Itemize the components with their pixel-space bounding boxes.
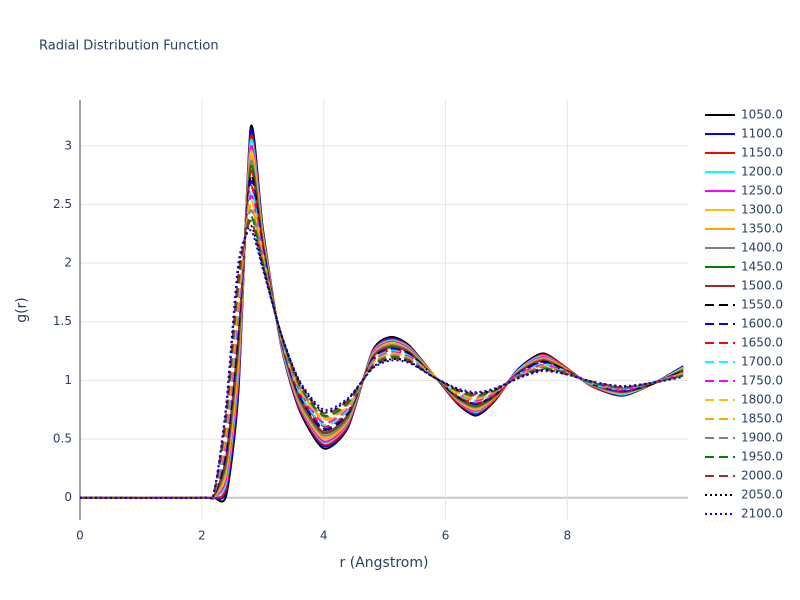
legend-label: 1550.0 [741,298,783,312]
series-line [80,209,684,500]
x-tick-label: 2 [198,529,206,543]
series-line [80,154,684,500]
series-line [80,195,684,500]
grid: 0 0.5 1 1.5 2 2.5 3 0 2 4 6 8 [53,100,688,543]
series-line [80,129,684,500]
legend-label: 1650.0 [741,336,783,350]
legend: 1050.0 1100.0 1150.0 1200.0 1250.0 1300.0 1350… [705,108,783,521]
x-tick-label: 6 [442,529,450,543]
y-tick-label: 1 [64,373,72,387]
legend-label: 1600.0 [741,317,783,331]
legend-label: 1950.0 [741,450,783,464]
legend-label: 1050.0 [741,108,783,122]
y-tick-label: 0 [64,490,72,504]
series-line [80,224,684,500]
legend-label: 1200.0 [741,165,783,179]
x-tick-label: 8 [564,529,572,543]
y-tick-label: 2.5 [53,197,72,211]
y-tick-label: 1.5 [53,314,72,328]
legend-label: 1500.0 [741,279,783,293]
legend-label: 1450.0 [741,260,783,274]
x-axis-label: r (Angstrom) [340,555,429,571]
legend-label: 1800.0 [741,393,783,407]
y-tick-label: 2 [64,256,72,270]
legend-label: 1300.0 [741,203,783,217]
legend-label: 1100.0 [741,127,783,141]
legend-label: 1250.0 [741,184,783,198]
x-tick-label: 4 [320,529,328,543]
series-line [80,229,684,500]
series-line [80,169,684,500]
legend-label: 1850.0 [741,412,783,426]
legend-label: 2050.0 [741,488,783,502]
series-line [80,139,684,499]
series-line [80,149,684,500]
legend-label: 1350.0 [741,222,783,236]
legend-label: 2100.0 [741,507,783,521]
legend-label: 2000.0 [741,469,783,483]
legend-label: 1400.0 [741,241,783,255]
chart-title: Radial Distribution Function [39,39,219,54]
y-axis-label: g(r) [14,297,30,323]
y-tick-label: 0.5 [53,432,72,446]
legend-label: 1700.0 [741,355,783,369]
series-line [80,134,684,500]
legend-label: 1750.0 [741,374,783,388]
series-line [80,124,684,503]
series-line [80,164,684,500]
series-line [80,159,684,499]
plot-area [80,124,684,503]
legend-label: 1900.0 [741,431,783,445]
x-tick-label: 0 [76,529,84,543]
legend-label: 1150.0 [741,146,783,160]
y-tick-label: 3 [64,138,72,152]
series-line [80,174,684,500]
